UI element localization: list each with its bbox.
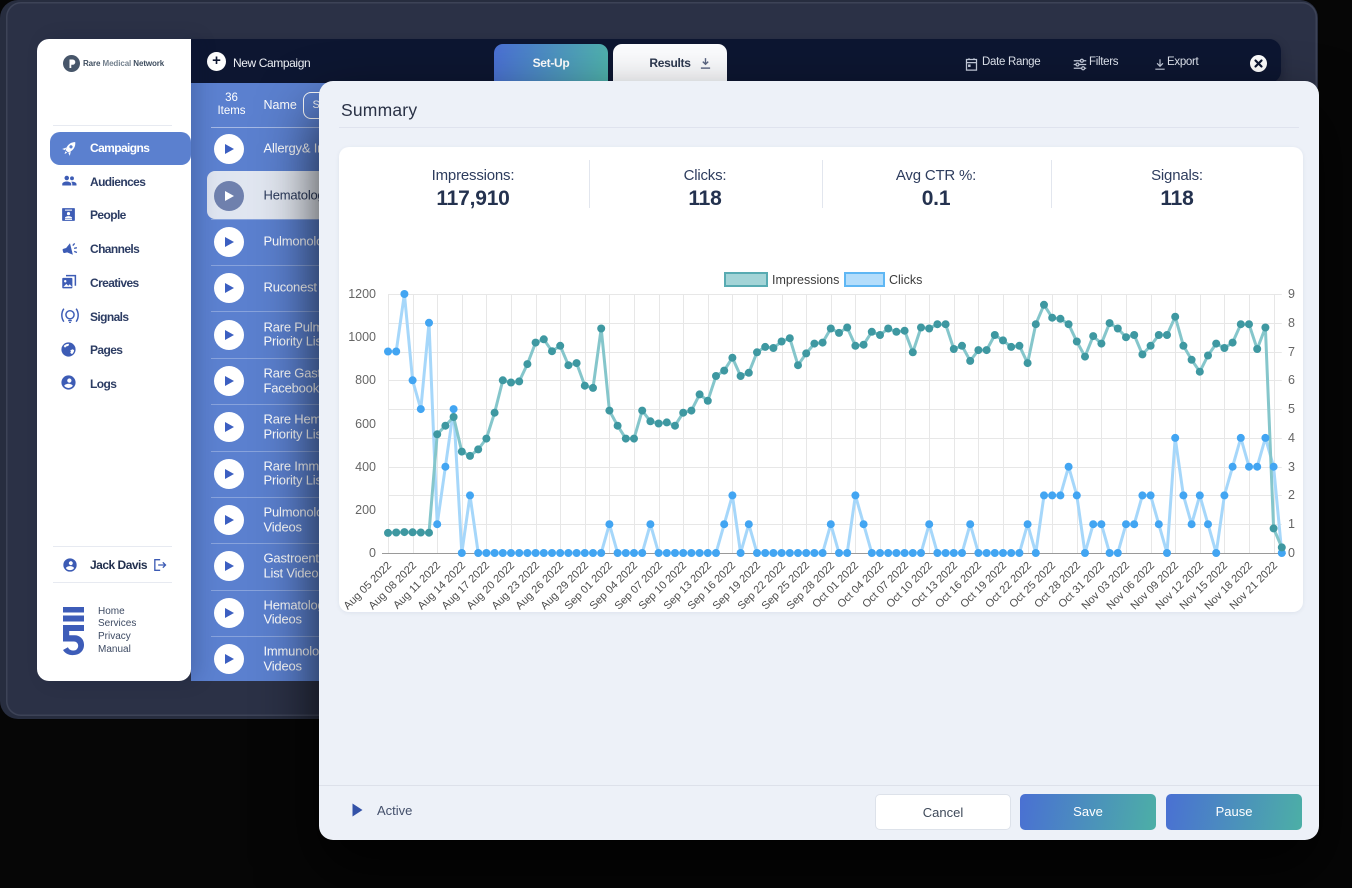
svg-text:1000: 1000 xyxy=(348,330,376,344)
svg-text:8: 8 xyxy=(1288,316,1295,330)
svg-text:Clicks: Clicks xyxy=(889,273,922,287)
svg-text:1200: 1200 xyxy=(348,287,376,301)
svg-text:800: 800 xyxy=(355,373,376,387)
svg-text:6: 6 xyxy=(1288,373,1295,387)
svg-text:7: 7 xyxy=(1288,345,1295,359)
svg-text:0: 0 xyxy=(1288,546,1295,560)
svg-text:1: 1 xyxy=(1288,517,1295,531)
svg-text:5: 5 xyxy=(1288,402,1295,416)
svg-text:2: 2 xyxy=(1288,488,1295,502)
svg-text:Impressions: Impressions xyxy=(772,273,839,287)
svg-text:3: 3 xyxy=(1288,460,1295,474)
svg-text:9: 9 xyxy=(1288,287,1295,301)
svg-text:600: 600 xyxy=(355,417,376,431)
svg-text:400: 400 xyxy=(355,460,376,474)
svg-text:200: 200 xyxy=(355,503,376,517)
svg-text:0: 0 xyxy=(369,546,376,560)
svg-text:4: 4 xyxy=(1288,431,1295,445)
